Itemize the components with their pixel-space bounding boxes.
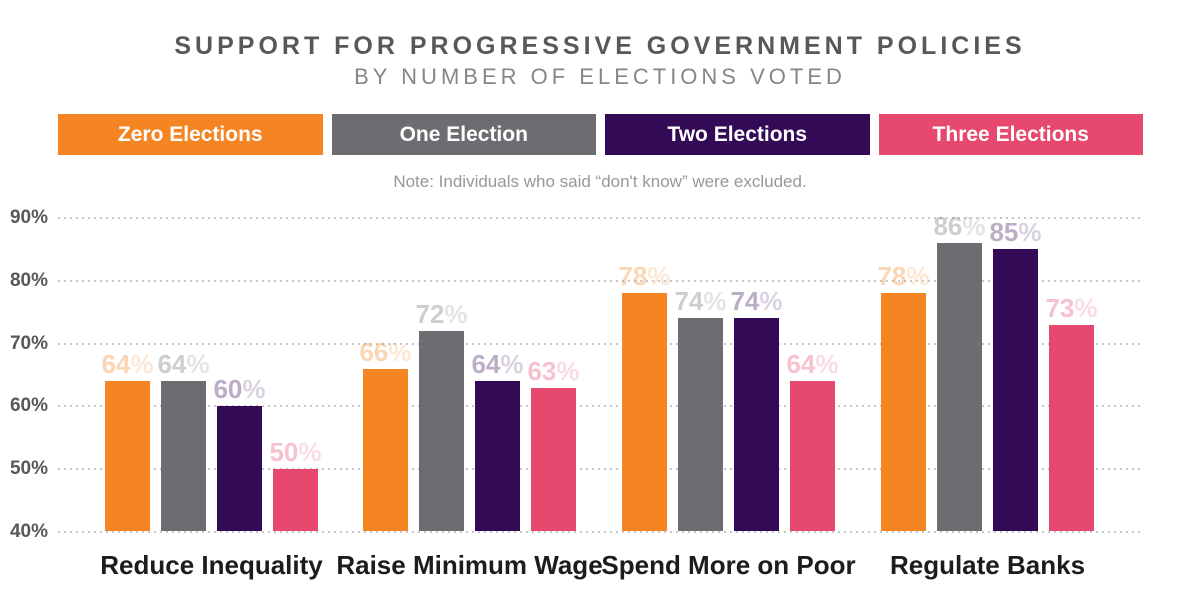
value-label: 74%	[730, 286, 783, 316]
category-label-reduce-inequality: Reduce Inequality	[100, 550, 323, 580]
gridline-60	[58, 405, 1140, 407]
category-label-regulate-banks: Regulate Banks	[889, 550, 1086, 580]
legend-item-three-elections: Three Elections	[878, 114, 1143, 155]
category-label-spend-more-on-poor: Spend More on Poor	[601, 550, 856, 580]
bar-two-elections-spend-more-on-poor	[734, 318, 779, 531]
bar-two-elections-raise-minimum-wage	[475, 381, 520, 531]
y-axis-tick-50: 50%	[9, 458, 48, 479]
legend-item-one-election: One Election	[331, 114, 596, 155]
y-axis-tick-80: 80%	[9, 270, 48, 291]
value-label: 73%	[1045, 293, 1098, 323]
bar-three-elections-reduce-inequality	[273, 469, 318, 531]
legend-item-two-elections: Two Elections	[605, 114, 870, 155]
bar-one-election-raise-minimum-wage	[419, 331, 464, 531]
chart-title: SUPPORT FOR PROGRESSIVE GOVERNMENT POLIC…	[174, 32, 1026, 60]
gridline-70	[58, 343, 1140, 345]
bar-three-elections-regulate-banks	[1049, 325, 1094, 531]
bar-three-elections-raise-minimum-wage	[531, 388, 576, 531]
value-label: 78%	[618, 261, 671, 291]
chart-subtitle: BY NUMBER OF ELECTIONS VOTED	[354, 64, 846, 89]
bar-zero-elections-regulate-banks	[881, 293, 926, 531]
value-label: 64%	[157, 349, 210, 379]
gridline-80	[58, 280, 1140, 282]
y-axis-tick-70: 70%	[9, 333, 48, 354]
gridline-90	[58, 217, 1140, 219]
y-axis-tick-90: 90%	[9, 207, 48, 228]
value-label: 78%	[877, 261, 930, 291]
value-label: 85%	[989, 217, 1042, 247]
bar-zero-elections-reduce-inequality	[105, 381, 150, 531]
value-label: 63%	[527, 356, 580, 386]
value-label: 64%	[101, 349, 154, 379]
legend: Zero Elections One Election Two Elections T…	[58, 114, 1143, 155]
value-label: 50%	[269, 437, 322, 467]
bar-two-elections-regulate-banks	[993, 249, 1038, 531]
gridline-40	[58, 531, 1140, 533]
value-label: 60%	[213, 374, 266, 404]
bar-zero-elections-spend-more-on-poor	[622, 293, 667, 531]
gridline-50	[58, 468, 1140, 470]
chart-note: Note: Individuals who said “don't know” …	[393, 172, 807, 191]
legend-item-zero-elections: Zero Elections	[58, 114, 323, 155]
bar-one-election-reduce-inequality	[161, 381, 206, 531]
category-label-raise-minimum-wage: Raise Minimum Wage	[336, 550, 603, 580]
value-label: 86%	[933, 211, 986, 241]
y-axis-tick-40: 40%	[9, 521, 48, 542]
value-label: 64%	[786, 349, 839, 379]
bar-zero-elections-raise-minimum-wage	[363, 369, 408, 531]
value-label: 74%	[674, 286, 727, 316]
y-axis-tick-60: 60%	[9, 395, 48, 416]
value-label: 66%	[359, 337, 412, 367]
bar-one-election-spend-more-on-poor	[678, 318, 723, 531]
bar-three-elections-spend-more-on-poor	[790, 381, 835, 531]
value-label: 64%	[471, 349, 524, 379]
bar-two-elections-reduce-inequality	[217, 406, 262, 531]
value-label: 72%	[415, 299, 468, 329]
bar-one-election-regulate-banks	[937, 243, 982, 531]
